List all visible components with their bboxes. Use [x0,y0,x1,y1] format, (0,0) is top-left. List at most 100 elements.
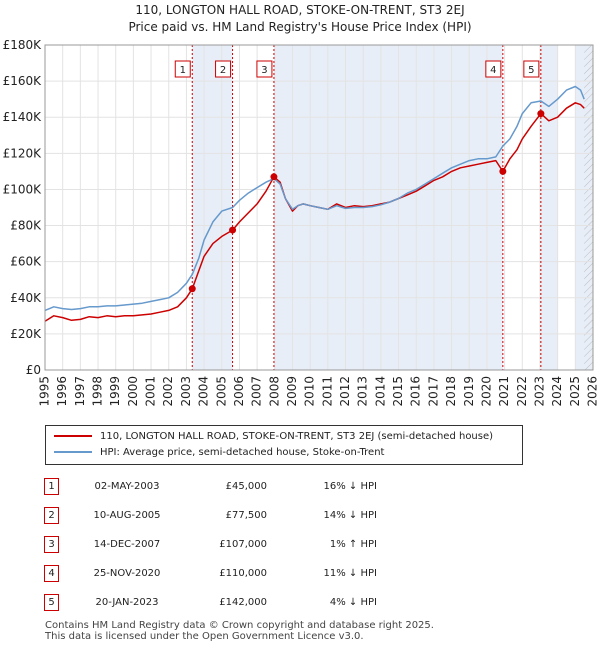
y-tick-label: £40K [10,291,42,305]
sale-price: £142,000 [219,597,267,608]
footer-licence: This data is licensed under the Open Gov… [45,631,364,642]
sale-point [499,167,507,175]
sale-number-box [523,60,540,78]
x-tick-label: 2007 [250,376,264,407]
x-tick-label: 2010 [303,376,317,407]
x-tick-label: 2019 [462,376,476,407]
x-tick-label: 1999 [108,376,122,407]
sale-price: £77,500 [225,510,267,521]
sale-number-label: 3 [261,65,267,76]
sale-hpi-diff: 1% ↑ HPI [329,539,377,550]
sale-number-box [215,60,232,78]
chart-subtitle: Price paid vs. HM Land Registry's House … [128,20,472,34]
legend-swatch-hpi [54,451,92,453]
x-tick-label: 2024 [550,376,564,407]
sale-hpi-diff: 11% ↓ HPI [323,568,377,579]
x-tick-label: 2023 [532,376,546,407]
x-tick-label: 2011 [320,376,334,407]
x-tick-label: 2018 [444,376,458,407]
x-tick-label: 2014 [373,376,387,407]
table-row: 3 14-DEC-2007 £107,000 1% ↑ HPI [44,530,377,559]
legend-item-hpi: HPI: Average price, semi-detached house,… [54,446,384,460]
sale-point [537,110,545,118]
legend-label-property: 110, LONGTON HALL ROAD, STOKE-ON-TRENT, … [100,431,494,442]
sale-number-box [174,60,191,78]
sale-number-label: 2 [220,65,226,76]
sales-table: 1 02-MAY-2003 £45,000 16% ↓ HPI 2 10-AUG… [44,472,377,617]
x-tick-label: 2026 [586,376,600,407]
x-tick-label: 2015 [391,376,405,407]
sale-number-box [485,60,502,78]
sale-badge: 2 [44,507,59,524]
x-tick-label: 2012 [338,376,352,407]
x-tick-label: 2008 [267,376,281,407]
y-tick-label: £180K [3,38,43,52]
shaded-period [540,45,558,370]
sale-badge: 3 [44,536,59,553]
x-tick-label: 2020 [479,376,493,407]
sale-number-label: 5 [528,65,534,76]
y-tick-label: £160K [3,74,43,88]
table-row: 4 25-NOV-2020 £110,000 11% ↓ HPI [44,559,377,588]
legend-item-property: 110, LONGTON HALL ROAD, STOKE-ON-TRENT, … [54,430,493,444]
hpi-series-line [44,85,585,312]
footer-copyright: Contains HM Land Registry data © Crown c… [45,620,434,631]
sale-price: £107,000 [219,539,267,550]
y-tick-label: £140K [3,110,43,124]
x-tick-label: 2013 [356,376,370,407]
legend: 110, LONGTON HALL ROAD, STOKE-ON-TRENT, … [45,425,523,465]
x-tick-label: 2017 [426,376,440,407]
x-tick-label: 2025 [568,376,582,407]
legend-label-hpi: HPI: Average price, semi-detached house,… [100,447,385,458]
table-row: 2 10-AUG-2005 £77,500 14% ↓ HPI [44,501,377,530]
chart-title: 110, LONGTON HALL ROAD, STOKE-ON-TRENT, … [135,3,465,17]
sale-badge: 1 [44,478,59,495]
sale-price: £45,000 [225,481,267,492]
future-hatch [584,45,593,370]
legend-swatch-property [54,435,92,437]
table-row: 1 02-MAY-2003 £45,000 16% ↓ HPI [44,472,377,501]
x-tick-label: 2021 [497,376,511,407]
sale-date: 20-JAN-2023 [95,597,159,608]
sale-date: 10-AUG-2005 [93,510,161,521]
y-tick-label: £20K [10,327,42,341]
sale-badge: 4 [44,565,59,582]
y-tick-label: £60K [10,255,42,269]
x-tick-label: 1995 [38,376,52,407]
x-tick-label: 2003 [179,376,193,407]
x-tick-label: 2004 [197,376,211,407]
x-tick-label: 2009 [285,376,299,407]
sale-hpi-diff: 4% ↓ HPI [329,597,377,608]
sale-point [188,285,196,293]
x-tick-label: 2006 [232,376,246,407]
sale-number-label: 1 [180,65,186,76]
shaded-period [273,45,503,370]
x-tick-label: 1997 [73,376,87,407]
price-chart: £0 £20K £40K £60K £80K £100K £120K £140K £160K £1… [3,38,600,407]
sale-date: 25-NOV-2020 [93,568,161,579]
shaded-period [192,45,233,370]
sale-number-label: 4 [490,65,496,76]
plot-frame [44,44,594,371]
x-tick-label: 1998 [91,376,105,407]
x-tick-label: 2016 [409,376,423,407]
sale-hpi-diff: 16% ↓ HPI [323,481,377,492]
y-tick-label: £80K [10,219,42,233]
sale-point [229,226,237,234]
x-tick-label: 2005 [214,376,228,407]
y-tick-label: £0 [26,363,41,377]
sale-point [270,173,278,181]
x-tick-label: 2000 [126,376,140,407]
x-tick-label: 2001 [144,376,158,407]
x-tick-label: 2002 [161,376,175,407]
sale-date: 02-MAY-2003 [94,481,160,492]
y-tick-label: £120K [3,146,43,160]
sale-number-box [256,60,273,78]
x-tick-label: 2022 [515,376,529,407]
footer: Contains HM Land Registry data © Crown c… [45,620,434,642]
sale-price: £110,000 [219,568,267,579]
sale-hpi-diff: 14% ↓ HPI [323,510,377,521]
sale-date: 14-DEC-2007 [93,539,161,550]
y-tick-label: £100K [3,182,43,196]
x-tick-label: 1996 [55,376,69,407]
